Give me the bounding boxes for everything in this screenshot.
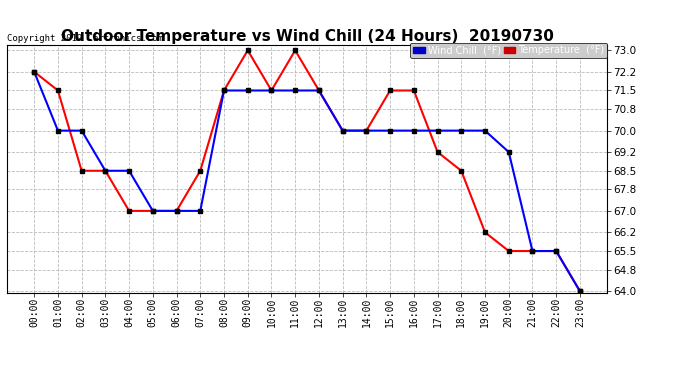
Text: Copyright 2019 Cartronics.com: Copyright 2019 Cartronics.com: [7, 33, 163, 42]
Title: Outdoor Temperature vs Wind Chill (24 Hours)  20190730: Outdoor Temperature vs Wind Chill (24 Ho…: [61, 29, 553, 44]
Legend: Wind Chill  (°F), Temperature  (°F): Wind Chill (°F), Temperature (°F): [410, 42, 607, 58]
